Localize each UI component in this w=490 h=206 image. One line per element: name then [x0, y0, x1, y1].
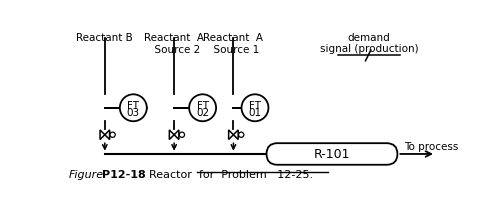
Circle shape [242, 95, 269, 122]
Text: FT: FT [127, 100, 139, 110]
Circle shape [110, 132, 115, 138]
Text: demand: demand [347, 32, 391, 42]
Text: Reactant  A
  Source 2: Reactant A Source 2 [144, 32, 204, 54]
Text: R-101: R-101 [314, 148, 350, 161]
Circle shape [120, 95, 147, 122]
Text: FT: FT [196, 100, 209, 110]
Circle shape [179, 132, 185, 138]
Text: 01: 01 [248, 108, 262, 117]
Text: Figure: Figure [69, 169, 104, 179]
Circle shape [189, 95, 216, 122]
Text: FT: FT [249, 100, 261, 110]
Text: 02: 02 [196, 108, 209, 117]
Text: Reactant B: Reactant B [76, 32, 133, 42]
Circle shape [239, 132, 244, 138]
Text: 03: 03 [127, 108, 140, 117]
FancyBboxPatch shape [267, 144, 397, 165]
Text: To process: To process [404, 141, 458, 151]
Text: P12-18: P12-18 [102, 169, 146, 179]
Text: Reactant  A
  Source 1: Reactant A Source 1 [203, 32, 264, 54]
Text: Reactor  for  Problem   12-25.: Reactor for Problem 12-25. [149, 169, 314, 179]
Text: signal (production): signal (production) [319, 43, 418, 53]
